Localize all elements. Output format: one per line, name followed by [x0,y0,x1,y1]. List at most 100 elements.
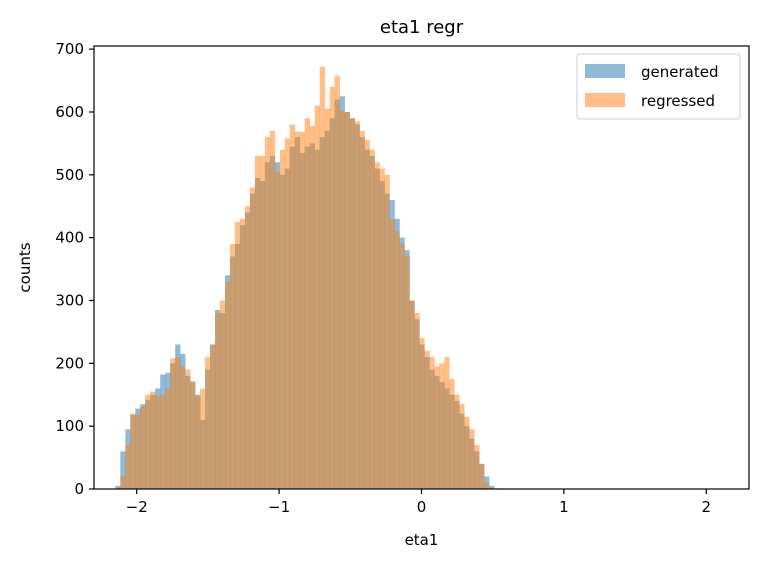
bar-regressed [469,429,475,489]
bar-regressed [334,75,340,489]
bar-regressed [140,406,146,489]
bar-regressed [269,130,276,489]
bar-regressed [135,414,141,489]
bar-regressed [444,357,450,489]
bar-regressed [244,206,251,490]
x-ticks: −2 −1 0 1 2 [126,489,711,516]
bar-regressed [434,366,440,489]
bar-regressed [489,487,495,489]
bar-regressed [404,256,410,489]
bar-regressed [294,132,301,489]
bar-regressed [459,404,465,489]
bar-regressed [374,162,380,489]
bar-regressed [125,445,131,489]
bar-regressed [185,369,191,489]
y-tick-label: 300 [55,291,84,309]
bar-regressed [309,125,315,490]
bar-regressed [364,139,370,489]
bar-regressed [215,313,221,489]
y-tick-label: 600 [55,103,84,121]
bar-regressed [454,394,460,489]
x-tick-label: 2 [702,498,712,516]
bar-regressed [344,111,350,489]
bar-regressed [264,137,271,490]
bar-regressed [409,300,415,489]
bar-regressed [399,243,405,489]
legend-swatch-regressed [585,93,625,107]
bar-regressed [205,357,211,489]
bar-regressed [254,155,261,489]
y-axis-label: counts [16,242,34,292]
bar-regressed [210,344,216,489]
series-regressed-bars [115,66,495,490]
bar-regressed [429,357,435,489]
y-tick-label: 500 [55,166,84,184]
bar-regressed [145,394,151,489]
legend: generated regressed [576,53,741,120]
bar-regressed [384,174,390,489]
bar-regressed [354,121,360,490]
x-tick-label: −2 [126,498,148,516]
bar-regressed [349,118,355,489]
bar-regressed [284,138,291,489]
legend-label-regressed: regressed [641,92,715,110]
bar-regressed [175,357,181,489]
bar-regressed [464,416,470,489]
y-tick-label: 400 [55,229,84,247]
bar-regressed [155,396,161,489]
bar-regressed [319,66,325,490]
bar-regressed [165,388,171,489]
chart-title: eta1 regr [380,17,464,38]
bar-regressed [195,396,201,489]
bar-regressed [225,281,231,489]
bar-regressed [239,218,246,490]
bar-regressed [359,130,365,489]
y-tick-label: 100 [55,417,84,435]
bar-regressed [190,380,196,489]
bar-regressed [484,482,490,489]
bar-regressed [274,171,281,490]
bar-regressed [479,463,485,489]
bar-generated [484,476,490,489]
bar-regressed [229,243,236,489]
x-tick-label: −1 [268,498,290,516]
legend-label-generated: generated [641,63,718,81]
legend-swatch-generated [585,64,625,78]
bar-regressed [299,132,306,489]
bar-regressed [314,105,320,489]
bar-generated [489,485,495,489]
bar-regressed [389,218,395,490]
y-ticks: 0 100 200 300 400 500 600 700 [55,40,94,498]
bar-regressed [474,445,480,489]
bar-regressed [249,187,256,489]
bar-regressed [289,124,296,490]
x-tick-label: 0 [417,498,427,516]
bar-regressed [369,149,375,489]
bar-regressed [279,149,286,489]
bar-regressed [120,476,126,489]
bar-regressed [394,231,400,489]
bar-regressed [200,388,206,489]
axes: −2 −1 0 1 2 0 100 200 300 400 500 600 700 [55,40,750,516]
bar-regressed [414,313,420,489]
bar-regressed [259,155,266,489]
bar-regressed [150,391,156,489]
bar-regressed [424,350,430,489]
y-tick-label: 200 [55,354,84,372]
bar-regressed [220,300,226,489]
bar-generated [120,451,126,489]
x-tick-label: 1 [559,498,569,516]
bar-regressed [379,168,385,489]
y-tick-label: 0 [74,480,84,498]
y-tick-label: 700 [55,40,84,58]
bar-regressed [324,108,330,489]
bar-regressed [130,413,136,489]
bar-regressed [339,110,345,489]
bar-regressed [160,394,166,489]
bar-regressed [234,221,241,489]
bar-regressed [180,366,186,489]
bar-regressed [115,487,121,489]
bar-regressed [304,118,311,489]
bar-regressed [439,363,445,489]
